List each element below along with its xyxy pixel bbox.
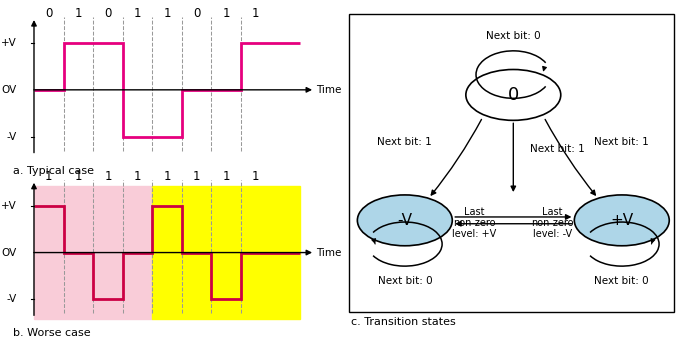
Text: b. Worse case: b. Worse case <box>13 328 91 338</box>
Text: Next bit: 1: Next bit: 1 <box>531 144 585 154</box>
Text: non-zero: non-zero <box>531 218 573 228</box>
Text: non-zero: non-zero <box>453 218 495 228</box>
Bar <box>152 186 300 319</box>
Text: Time: Time <box>316 85 342 95</box>
Text: OV: OV <box>1 85 17 95</box>
Text: 0: 0 <box>508 86 519 104</box>
Text: Next bit: 0: Next bit: 0 <box>378 276 432 286</box>
Text: 1: 1 <box>104 170 112 183</box>
Text: Next bit: 1: Next bit: 1 <box>595 137 649 147</box>
Text: level: -V: level: -V <box>533 229 572 239</box>
Text: 1: 1 <box>45 170 52 183</box>
Text: 1: 1 <box>74 170 82 183</box>
Text: a. Typical case: a. Typical case <box>13 166 94 176</box>
Text: 1: 1 <box>134 7 141 20</box>
Text: 1: 1 <box>252 170 260 183</box>
Text: -V: -V <box>6 294 17 304</box>
Bar <box>34 186 152 319</box>
Text: Last: Last <box>464 207 484 217</box>
Ellipse shape <box>575 195 669 246</box>
Text: 1: 1 <box>134 170 141 183</box>
Text: -V: -V <box>6 132 17 142</box>
Text: Time: Time <box>316 247 342 258</box>
Text: +V: +V <box>1 38 17 48</box>
Text: Last: Last <box>542 207 562 217</box>
Text: 0: 0 <box>104 7 112 20</box>
Text: OV: OV <box>1 247 17 258</box>
Text: +V: +V <box>610 213 633 228</box>
Ellipse shape <box>358 195 452 246</box>
Ellipse shape <box>466 69 561 120</box>
Text: +V: +V <box>1 201 17 211</box>
Text: 1: 1 <box>163 170 171 183</box>
Text: 0: 0 <box>193 7 200 20</box>
FancyBboxPatch shape <box>349 14 675 312</box>
Text: 1: 1 <box>223 170 230 183</box>
Text: Next bit: 0: Next bit: 0 <box>595 276 649 286</box>
Text: Next bit: 1: Next bit: 1 <box>378 137 432 147</box>
Text: 0: 0 <box>45 7 52 20</box>
Text: 1: 1 <box>193 170 200 183</box>
Text: -V: -V <box>398 213 412 228</box>
Text: 1: 1 <box>223 7 230 20</box>
Text: Next bit: 0: Next bit: 0 <box>486 31 541 41</box>
Text: 1: 1 <box>74 7 82 20</box>
Text: level: +V: level: +V <box>452 229 497 239</box>
Text: 1: 1 <box>252 7 260 20</box>
Text: c. Transition states: c. Transition states <box>351 317 455 327</box>
Text: 1: 1 <box>163 7 171 20</box>
